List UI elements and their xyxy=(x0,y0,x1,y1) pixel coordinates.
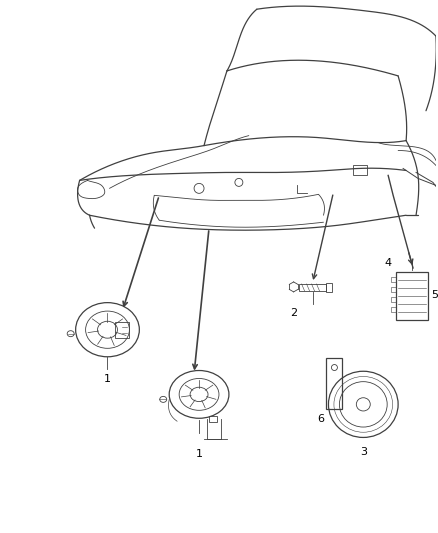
Bar xyxy=(116,322,129,338)
Bar xyxy=(391,297,396,302)
Bar xyxy=(353,165,367,175)
Text: 4: 4 xyxy=(385,258,392,268)
Bar xyxy=(391,277,396,282)
Text: 6: 6 xyxy=(317,414,324,424)
Bar xyxy=(326,358,343,409)
Text: 2: 2 xyxy=(290,308,297,318)
Bar xyxy=(326,283,332,292)
Bar xyxy=(396,272,428,320)
Text: 5: 5 xyxy=(431,290,438,300)
Bar xyxy=(391,307,396,312)
Bar xyxy=(299,284,326,291)
Bar xyxy=(209,416,217,422)
Text: 1: 1 xyxy=(104,375,111,384)
Text: 1: 1 xyxy=(195,449,202,459)
Bar xyxy=(391,287,396,292)
Text: 3: 3 xyxy=(360,447,367,457)
